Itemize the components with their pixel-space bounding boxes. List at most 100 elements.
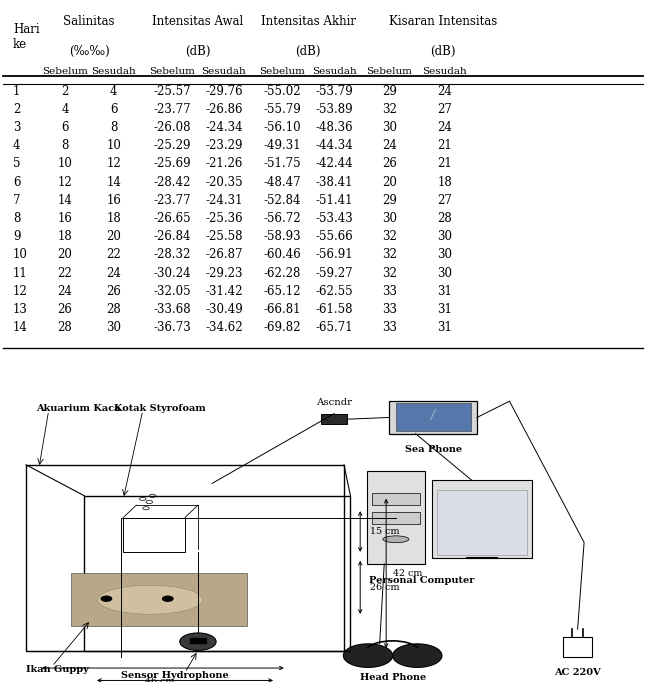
Text: Sea Phone: Sea Phone	[404, 445, 462, 454]
Bar	[563, 637, 592, 657]
Text: -25.36: -25.36	[205, 212, 243, 225]
Bar	[84, 496, 350, 651]
Text: /: /	[431, 409, 435, 422]
Bar	[26, 465, 344, 651]
Bar	[71, 574, 247, 626]
Text: (dB): (dB)	[295, 44, 321, 57]
Bar	[389, 401, 477, 434]
Text: 18: 18	[58, 231, 72, 243]
Text: -34.62: -34.62	[205, 321, 243, 334]
Text: Ikan Guppy: Ikan Guppy	[26, 665, 89, 674]
Text: -30.24: -30.24	[153, 267, 191, 280]
Bar	[432, 480, 532, 558]
Text: 24: 24	[382, 139, 397, 152]
Text: Hari
ke: Hari ke	[13, 23, 40, 51]
Text: 8: 8	[13, 212, 20, 225]
Text: Sebelum: Sebelum	[149, 67, 195, 76]
Text: 30: 30	[437, 248, 452, 261]
Text: Sesudah: Sesudah	[312, 67, 356, 76]
Text: 10: 10	[13, 248, 28, 261]
Text: Intensitas Akhir: Intensitas Akhir	[261, 15, 356, 28]
Text: 14: 14	[106, 176, 121, 189]
Text: Sesudah: Sesudah	[92, 67, 136, 76]
Text: -56.72: -56.72	[263, 212, 301, 225]
Text: -26.65: -26.65	[153, 212, 191, 225]
Text: 24: 24	[106, 267, 121, 280]
Text: 28: 28	[437, 212, 452, 225]
Text: -25.58: -25.58	[205, 231, 243, 243]
Text: Sebelum: Sebelum	[42, 67, 88, 76]
Text: Sesudah: Sesudah	[202, 67, 246, 76]
Text: Ascndr: Ascndr	[316, 398, 352, 407]
Text: 32: 32	[382, 103, 397, 116]
Text: -23.29: -23.29	[205, 139, 243, 152]
Text: 6: 6	[13, 176, 21, 189]
Text: -55.02: -55.02	[263, 85, 301, 98]
Text: 31: 31	[437, 303, 452, 316]
Text: 12: 12	[13, 285, 28, 298]
Text: 29: 29	[382, 85, 397, 98]
Text: Personal Computer: Personal Computer	[369, 576, 474, 585]
Text: -26.08: -26.08	[153, 121, 191, 134]
Text: 32: 32	[382, 231, 397, 243]
Text: 22: 22	[58, 267, 72, 280]
Text: -56.91: -56.91	[315, 248, 353, 261]
Text: Sesudah: Sesudah	[422, 67, 467, 76]
Text: -32.05: -32.05	[153, 285, 191, 298]
Text: (‰‰): (‰‰)	[69, 44, 110, 57]
Text: -48.36: -48.36	[315, 121, 353, 134]
Text: 13: 13	[13, 303, 28, 316]
Text: 27: 27	[437, 103, 452, 116]
Text: -21.26: -21.26	[205, 158, 243, 170]
Text: 30: 30	[437, 267, 452, 280]
Text: -53.79: -53.79	[315, 85, 353, 98]
Text: 30: 30	[382, 121, 397, 134]
Text: 7: 7	[13, 194, 21, 207]
Text: Akuarium Kaca: Akuarium Kaca	[36, 404, 120, 413]
Text: 10: 10	[58, 158, 72, 170]
Text: 22: 22	[106, 248, 121, 261]
Text: 29: 29	[382, 194, 397, 207]
Text: Intensitas Awal: Intensitas Awal	[153, 15, 243, 28]
Text: 18: 18	[106, 212, 121, 225]
Text: -62.28: -62.28	[263, 267, 301, 280]
Text: 12: 12	[106, 158, 121, 170]
Text: -69.82: -69.82	[263, 321, 301, 334]
Text: 26: 26	[58, 303, 72, 316]
Text: -53.89: -53.89	[315, 103, 353, 116]
Text: Sensor Hydrophone: Sensor Hydrophone	[121, 672, 229, 681]
Text: Kisaran Intensitas: Kisaran Intensitas	[389, 15, 497, 28]
Text: 2: 2	[61, 85, 69, 98]
Bar	[367, 471, 425, 564]
Text: -53.43: -53.43	[315, 212, 353, 225]
Text: 28: 28	[106, 303, 121, 316]
Text: -49.31: -49.31	[263, 139, 301, 152]
Text: 2: 2	[13, 103, 20, 116]
Text: -26.86: -26.86	[205, 103, 243, 116]
Text: 9: 9	[13, 231, 21, 243]
Bar	[372, 512, 420, 524]
Text: -62.55: -62.55	[315, 285, 353, 298]
Text: -26.84: -26.84	[153, 231, 191, 243]
Text: -59.27: -59.27	[315, 267, 353, 280]
Text: -25.29: -25.29	[153, 139, 191, 152]
Text: 5: 5	[13, 158, 21, 170]
Text: 11: 11	[13, 267, 28, 280]
Text: 20: 20	[106, 231, 121, 243]
Text: 14: 14	[58, 194, 72, 207]
Text: 28: 28	[58, 321, 72, 334]
Text: -65.71: -65.71	[315, 321, 353, 334]
Text: -28.42: -28.42	[153, 176, 191, 189]
Bar	[396, 402, 471, 430]
Text: -29.23: -29.23	[205, 267, 243, 280]
Text: -48.47: -48.47	[263, 176, 301, 189]
Circle shape	[101, 596, 112, 602]
Text: -58.93: -58.93	[263, 231, 301, 243]
Bar	[190, 638, 206, 643]
Text: -24.34: -24.34	[205, 121, 243, 134]
Text: 16: 16	[58, 212, 72, 225]
Text: -42.44: -42.44	[315, 158, 353, 170]
Text: 33: 33	[382, 321, 397, 334]
Text: -29.76: -29.76	[205, 85, 243, 98]
Bar	[321, 413, 347, 424]
